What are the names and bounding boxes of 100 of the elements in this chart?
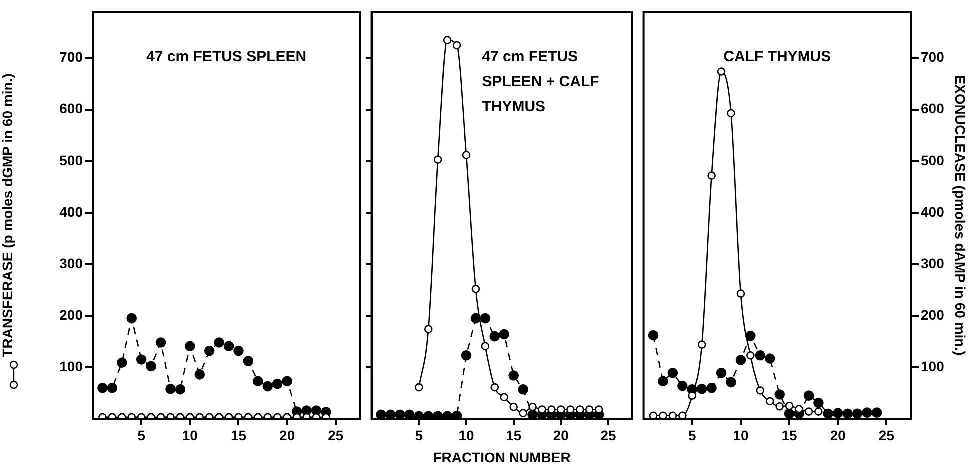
point (508, 370, 519, 381)
point (696, 384, 708, 394)
point (548, 406, 556, 414)
x-tick-label: 10 (458, 427, 474, 444)
point (717, 68, 726, 76)
y-tick-label: 600 (60, 100, 84, 117)
y-tick-label: 300 (60, 255, 84, 272)
x-tick-label: 25 (600, 427, 617, 444)
point (434, 156, 442, 164)
x-tick-label: 25 (878, 427, 895, 444)
y-tick-label: 700 (60, 49, 84, 66)
point (823, 408, 834, 419)
y2-tick-label: 600 (921, 100, 945, 117)
point (424, 325, 433, 334)
x-tick-label: 15 (230, 427, 247, 444)
x-tick-label: 20 (280, 427, 296, 444)
point (528, 403, 537, 412)
point (443, 36, 452, 44)
point (395, 410, 406, 419)
point (519, 409, 528, 418)
point (746, 351, 755, 360)
y2-tick-label: 100 (921, 358, 945, 374)
point (499, 329, 510, 340)
point (716, 368, 727, 378)
point (766, 397, 774, 406)
y-axis-title: TRANSFERASE (p moles dGMP in 60 min.) (0, 74, 16, 358)
text: 47 cm FETUS SPLEEN + CALF THYMUS (482, 48, 600, 116)
point (726, 377, 736, 388)
point (566, 406, 575, 414)
point (776, 402, 784, 411)
x-tick-label: 15 (506, 427, 522, 444)
point (538, 406, 546, 414)
y2-tick-label: 300 (921, 255, 945, 272)
x-tick-label: 25 (328, 427, 344, 444)
point (594, 406, 604, 414)
point (557, 406, 566, 414)
y-tick-label: 100 (60, 358, 84, 374)
x-tick-label: 20 (553, 427, 570, 444)
point (452, 41, 462, 50)
point (404, 410, 415, 419)
point (862, 408, 872, 418)
point (585, 406, 594, 414)
point (736, 290, 746, 298)
point (518, 384, 528, 395)
x-tick-label: 10 (182, 427, 198, 444)
point (490, 331, 500, 342)
x-tick-label: 5 (138, 427, 146, 444)
point (774, 390, 785, 400)
y2-tick-label: 700 (921, 49, 945, 66)
point (872, 408, 882, 418)
point (678, 380, 688, 392)
point (500, 393, 509, 402)
y2-tick-label: 400 (921, 204, 945, 220)
point (814, 408, 823, 416)
point (736, 355, 746, 366)
point (842, 408, 853, 419)
point (756, 386, 765, 395)
point (678, 412, 687, 419)
point (480, 313, 491, 324)
point (461, 350, 472, 361)
point (481, 342, 490, 351)
point (727, 109, 736, 118)
point (746, 330, 756, 342)
y-tick-label: 400 (60, 204, 84, 220)
point (668, 368, 678, 378)
point (462, 151, 471, 160)
point (698, 340, 706, 349)
point (814, 398, 824, 408)
point (510, 403, 518, 412)
point (832, 408, 844, 418)
point (755, 350, 766, 361)
point (576, 406, 584, 414)
point (804, 408, 814, 416)
text: 47 cm FETUS SPLEEN (146, 48, 307, 66)
point (376, 410, 386, 419)
point (414, 383, 424, 392)
x-tick-label: 10 (733, 427, 749, 444)
point (764, 354, 776, 364)
point (659, 412, 668, 419)
x-tick-label: 20 (830, 427, 846, 444)
y-tick-label: 200 (60, 306, 84, 323)
point (658, 376, 668, 387)
point (490, 383, 500, 392)
point (668, 412, 678, 419)
point (386, 410, 396, 419)
x-tick-label: 15 (782, 427, 798, 444)
point (452, 410, 462, 419)
point (804, 390, 814, 401)
y2-axis-title: EXONUCLEASE (pmoles dAMP in 60 min.) (952, 75, 969, 356)
point (785, 402, 794, 410)
x-axis-title: FRACTION NUMBER (433, 449, 571, 466)
point (852, 408, 863, 419)
y-tick-label: 500 (60, 152, 84, 168)
x-tick-label: 5 (688, 427, 696, 444)
point (648, 330, 659, 341)
point (649, 412, 658, 419)
text: CALF THYMUS (724, 48, 832, 66)
y2-tick-label: 200 (921, 306, 945, 323)
y2-tick-label: 500 (921, 152, 945, 168)
x-tick-label: 5 (415, 427, 424, 444)
